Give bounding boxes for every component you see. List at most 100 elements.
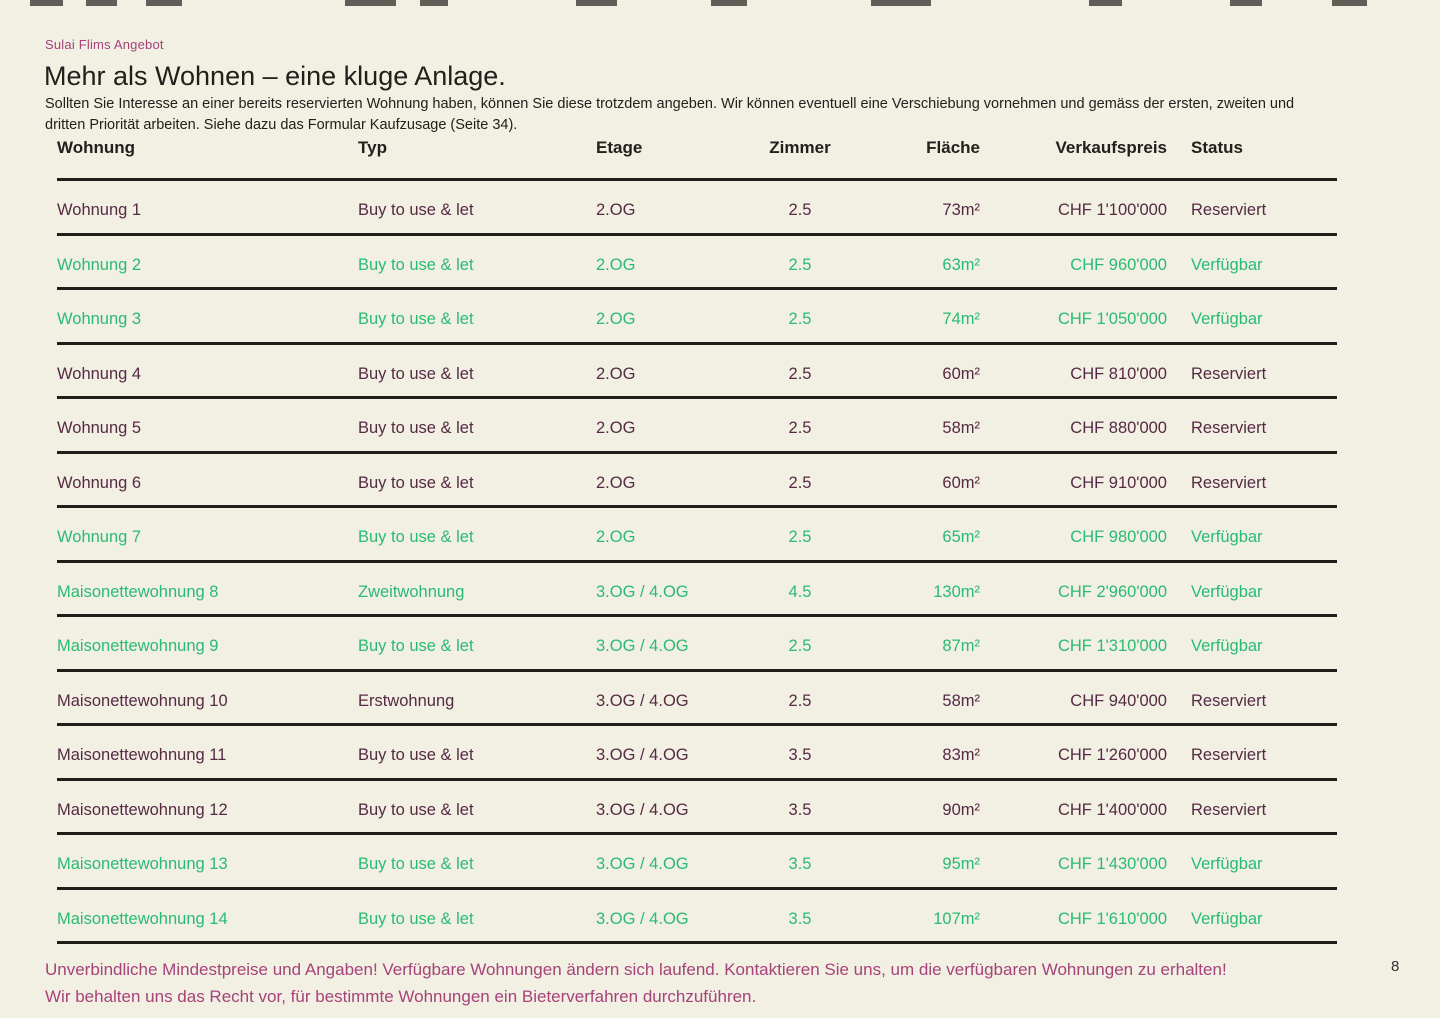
cell-zimmer: 2.5 — [788, 310, 812, 329]
cell-etage: 3.OG / 4.OG — [596, 855, 689, 874]
cell-typ: Zweitwohnung — [358, 582, 465, 601]
cell-zimmer: 3.5 — [788, 855, 812, 874]
table-row: Maisonettewohnung 8 Zweitwohnung 3.OG / 4.… — [57, 563, 1337, 617]
cell-etage: 3.OG / 4.OG — [596, 691, 689, 710]
cell-verkaufspreis: CHF 1'610'000 — [1057, 909, 1167, 928]
cell-status: Verfügbar — [1191, 855, 1263, 874]
column-header-flaeche: Fläche — [926, 138, 980, 157]
cell-wohnung: Wohnung 4 — [57, 364, 142, 383]
cell-verkaufspreis: CHF 880'000 — [1070, 419, 1167, 438]
cell-status: Verfügbar — [1191, 310, 1263, 329]
cell-wohnung: Maisonettewohnung 11 — [57, 746, 227, 765]
cell-verkaufspreis: CHF 810'000 — [1070, 364, 1167, 383]
cell-flaeche: 58m² — [942, 419, 980, 438]
cell-etage: 2.OG — [596, 364, 636, 383]
top-edge-mark — [30, 0, 63, 6]
cell-etage: 2.OG — [596, 201, 636, 220]
table-row: Wohnung 1 Buy to use & let 2.OG 2.5 73m² CHF … — [57, 181, 1337, 236]
top-edge-mark — [871, 0, 931, 6]
cell-typ: Buy to use & let — [358, 201, 474, 220]
cell-zimmer: 3.5 — [788, 909, 812, 928]
page-number: 8 — [1391, 958, 1400, 975]
cell-status: Reserviert — [1191, 473, 1267, 492]
cell-typ: Buy to use & let — [358, 528, 474, 547]
cell-verkaufspreis: CHF 1'100'000 — [1057, 201, 1167, 220]
cell-flaeche: 60m² — [942, 473, 980, 492]
cell-flaeche: 60m² — [942, 364, 980, 383]
cell-etage: 2.OG — [596, 310, 636, 329]
cell-wohnung: Maisonettewohnung 9 — [57, 637, 219, 656]
cell-status: Verfügbar — [1191, 582, 1263, 601]
page-title: Mehr als Wohnen – eine kluge Anlage. — [44, 61, 506, 91]
table-row: Wohnung 7 Buy to use & let 2.OG 2.5 65m² CHF … — [57, 508, 1337, 563]
cell-flaeche: 58m² — [942, 691, 980, 710]
cell-etage: 3.OG / 4.OG — [596, 637, 689, 656]
cell-wohnung: Maisonettewohnung 12 — [57, 800, 228, 819]
cell-zimmer: 4.5 — [788, 582, 812, 601]
cell-etage: 3.OG / 4.OG — [596, 909, 689, 928]
table-row: Maisonettewohnung 12 Buy to use & let 3.OG… — [57, 781, 1337, 835]
cell-wohnung: Wohnung 3 — [57, 310, 142, 329]
cell-zimmer: 2.5 — [788, 528, 812, 547]
cell-etage: 3.OG / 4.OG — [596, 800, 689, 819]
cell-verkaufspreis: CHF 1'260'000 — [1057, 746, 1167, 765]
cell-flaeche: 83m² — [942, 746, 980, 765]
cell-verkaufspreis: CHF 1'310'000 — [1057, 637, 1167, 656]
cell-wohnung: Wohnung 2 — [57, 255, 142, 274]
cell-status: Verfügbar — [1191, 637, 1263, 656]
cell-verkaufspreis: CHF 940'000 — [1070, 691, 1167, 710]
table-row: Maisonettewohnung 11 Buy to use & let 3.OG… — [57, 726, 1337, 781]
cell-status: Reserviert — [1191, 201, 1267, 220]
cell-wohnung: Maisonettewohnung 8 — [57, 582, 219, 601]
cell-typ: Buy to use & let — [358, 909, 474, 928]
cell-typ: Buy to use & let — [358, 637, 474, 656]
column-header-typ: Typ — [358, 138, 387, 157]
cell-flaeche: 130m² — [933, 582, 980, 601]
column-header-wohnung: Wohnung — [57, 138, 136, 157]
cell-etage: 2.OG — [596, 255, 636, 274]
cell-zimmer: 2.5 — [788, 201, 812, 220]
top-edge-mark — [420, 0, 448, 6]
column-header-etage: Etage — [596, 138, 643, 157]
cell-typ: Erstwohnung — [358, 691, 455, 710]
cell-wohnung: Wohnung 1 — [57, 201, 142, 220]
cell-verkaufspreis: CHF 1'050'000 — [1057, 310, 1167, 329]
cell-zimmer: 3.5 — [788, 746, 812, 765]
cell-verkaufspreis: CHF 1'430'000 — [1057, 855, 1167, 874]
top-edge-mark — [86, 0, 117, 6]
cell-flaeche: 74m² — [942, 310, 980, 329]
cell-status: Reserviert — [1191, 746, 1267, 765]
cell-verkaufspreis: CHF 1'400'000 — [1057, 800, 1167, 819]
top-edge-mark — [1089, 0, 1122, 6]
cell-status: Verfügbar — [1191, 528, 1263, 547]
cell-flaeche: 87m² — [942, 637, 980, 656]
apartment-table: Wohnung Typ Etage Zimmer Fläche Verkaufs… — [45, 130, 1337, 944]
top-edge-mark — [1332, 0, 1367, 6]
cell-typ: Buy to use & let — [358, 746, 474, 765]
cell-flaeche: 73m² — [942, 201, 980, 220]
cell-status: Reserviert — [1191, 691, 1267, 710]
cell-wohnung: Maisonettewohnung 10 — [57, 691, 228, 710]
cell-wohnung: Maisonettewohnung 13 — [57, 855, 228, 874]
cell-typ: Buy to use & let — [358, 800, 474, 819]
cell-flaeche: 63m² — [942, 255, 980, 274]
cell-zimmer: 2.5 — [788, 637, 812, 656]
cell-etage: 3.OG / 4.OG — [596, 582, 689, 601]
table-row: Wohnung 3 Buy to use & let 2.OG 2.5 74m² CHF … — [57, 290, 1337, 345]
cell-zimmer: 2.5 — [788, 419, 812, 438]
cell-verkaufspreis: CHF 980'000 — [1070, 528, 1167, 547]
column-header-verkaufspreis: Verkaufspreis — [1055, 138, 1167, 157]
footer-note: Unverbindliche Mindestpreise und Angaben… — [45, 956, 1337, 1010]
cell-verkaufspreis: CHF 910'000 — [1070, 473, 1167, 492]
cell-etage: 2.OG — [596, 473, 636, 492]
cell-status: Reserviert — [1191, 364, 1267, 383]
top-edge-mark — [345, 0, 396, 6]
table-row: Wohnung 6 Buy to use & let 2.OG 2.5 60m² CHF … — [57, 454, 1337, 508]
document-eyebrow: Sulai Flims Angebot — [45, 37, 164, 52]
footer-note-line2: Wir behalten uns das Recht vor, für best… — [45, 987, 757, 1006]
table-row: Maisonettewohnung 10 Erstwohnung 3.OG / 4.… — [57, 672, 1337, 726]
cell-zimmer: 2.5 — [788, 364, 812, 383]
top-edge-mark — [1230, 0, 1262, 6]
cell-typ: Buy to use & let — [358, 364, 474, 383]
cell-etage: 2.OG — [596, 528, 636, 547]
